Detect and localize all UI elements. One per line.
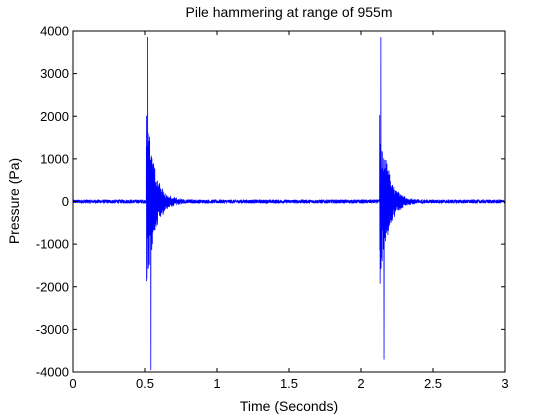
x-tick-label: 1.5	[280, 376, 298, 391]
series-group	[72, 36, 506, 371]
y-tick-label: -1000	[36, 237, 69, 252]
y-tick-label: -2000	[36, 279, 69, 294]
x-ticks: 0 0.5 1 1.5 2 2.5 3	[69, 31, 509, 391]
y-tick-label: 0	[62, 194, 69, 209]
x-axis-label: Time (Seconds)	[240, 398, 338, 414]
x-tick-label: 1	[213, 376, 220, 391]
y-ticks: -4000 -3000 -2000 -1000 0 1000 2000 3000 4000	[36, 24, 505, 380]
y-tick-label: -4000	[36, 365, 69, 380]
y-tick-label: 3000	[40, 66, 69, 81]
series-line	[72, 36, 506, 371]
x-tick-label: 0.5	[136, 376, 154, 391]
y-tick-label: 1000	[40, 151, 69, 166]
chart-title: Pile hammering at range of 955m	[186, 4, 393, 20]
x-tick-label: 0	[69, 376, 76, 391]
y-axis-label: Pressure (Pa)	[6, 158, 22, 244]
x-tick-label: 2	[357, 376, 364, 391]
y-tick-label: 4000	[40, 24, 69, 39]
y-tick-label: -3000	[36, 322, 69, 337]
x-tick-label: 3	[501, 376, 508, 391]
x-tick-label: 2.5	[424, 376, 442, 391]
y-tick-label: 2000	[40, 109, 69, 124]
